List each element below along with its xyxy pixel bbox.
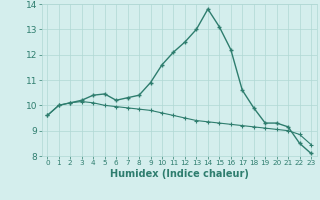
X-axis label: Humidex (Indice chaleur): Humidex (Indice chaleur) <box>110 169 249 179</box>
